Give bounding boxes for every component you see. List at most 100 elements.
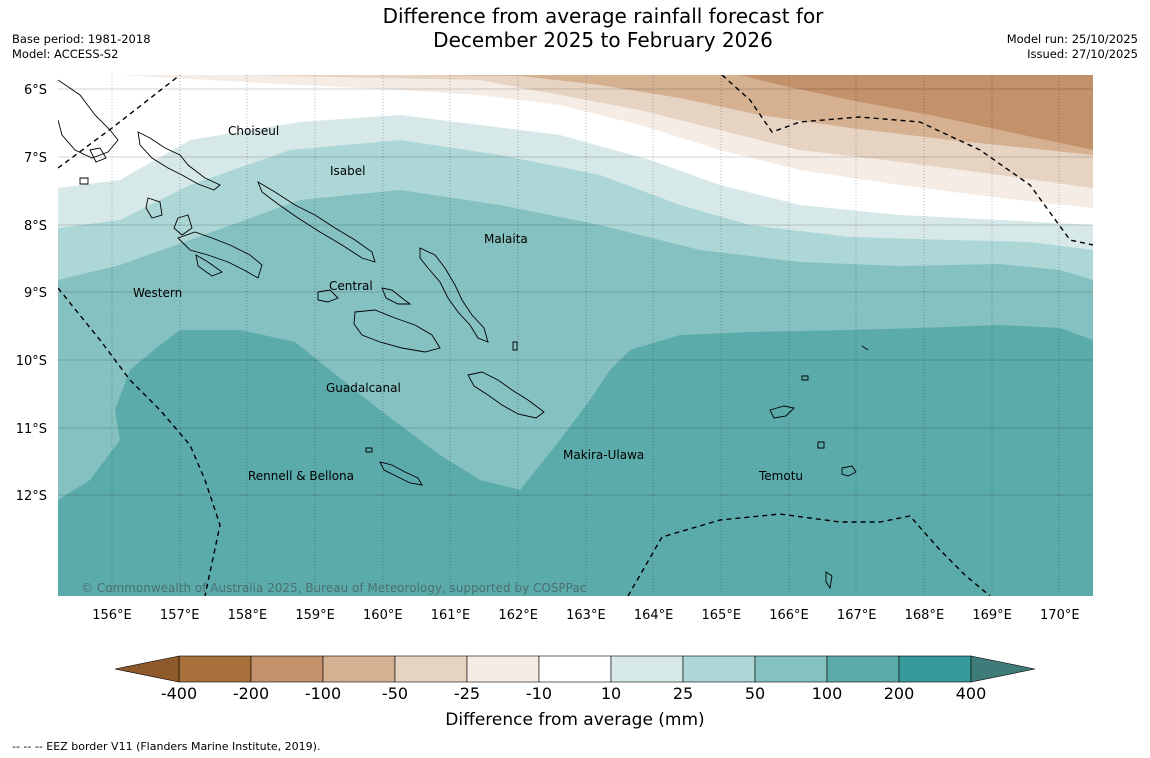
island-treasury [79,177,89,185]
model-run: Model run: 25/10/2025 [1006,32,1138,46]
lon-label: 167°E [837,608,877,623]
copyright: © Commonwealth of Australia 2025, Bureau… [81,581,586,595]
eez-border-north-west [58,75,181,169]
lon-label: 165°E [702,608,742,623]
island-vella-lavella [173,214,193,236]
province-labels: Choiseul Isabel Malaita Western Central … [133,124,803,483]
model-name: Model: ACCESS-S2 [12,47,119,61]
lat-label: 11°S [16,422,47,437]
island-shortlands [89,147,107,163]
colorbar-tick: 10 [601,684,621,703]
island-vanikoro [841,465,857,477]
lat-label: 9°S [24,286,47,301]
island-ulawa [512,341,518,351]
province-label-isabel: Isabel [330,164,365,178]
colorbar-tick: -200 [233,684,269,703]
province-label-rennell-bellona: Rennell & Bellona [248,469,354,483]
chart-title: Difference from average rainfall forecas… [0,4,1150,52]
province-label-malaita: Malaita [484,232,528,246]
lon-label: 160°E [363,608,403,623]
lon-label: 159°E [295,608,335,623]
island-makira [467,371,545,419]
island-bougainville [58,79,119,159]
province-label-western: Western [133,286,182,300]
colorbar-ticks: -400 -200 -100 -50 -25 -10 10 25 50 100 200 400 [161,684,986,703]
lon-label: 163°E [566,608,606,623]
island-santa-cruz [769,405,795,419]
island-utupua [817,441,825,449]
footnote: -- -- -- EEZ border V11 (Flanders Marine… [12,740,321,753]
lon-label: 161°E [431,608,471,623]
island-ranongga [145,197,163,219]
colorbar-extend-high [970,655,1036,683]
eez-border-south [627,513,991,596]
colorbar-swatch [250,655,324,683]
title-line-1: Difference from average rainfall forecas… [382,4,824,28]
lat-label: 6°S [24,83,47,98]
lon-label: 156°E [92,608,132,623]
lon-label: 169°E [972,608,1012,623]
island-russell-islands [381,287,412,305]
lon-label: 157°E [160,608,200,623]
lon-label: 162°E [498,608,538,623]
colorbar-label: Difference from average (mm) [445,710,705,730]
colorbar-swatch [682,655,756,683]
colorbar-extend-low [114,655,180,683]
colorbar-swatch [826,655,900,683]
colorbar-swatch [178,655,252,683]
eez-border-north-east [721,75,1093,246]
lon-label: 164°E [634,608,674,623]
province-label-guadalcanal: Guadalcanal [326,381,401,395]
lon-label: 168°E [905,608,945,623]
colorbar-swatch [538,655,612,683]
colorbar-tick: 50 [745,684,765,703]
lon-label: 166°E [769,608,809,623]
island-duff-islands [861,345,869,351]
province-label-central: Central [329,279,373,293]
base-period: Base period: 1981-2018 [12,32,151,46]
colorbar-swatch [610,655,684,683]
island-new-georgia [177,231,263,279]
zone-100-200 [58,325,1093,596]
latitude-labels: 6°S 7°S 8°S 9°S 10°S 11°S 12°S [16,83,47,504]
island-isabel [257,180,376,263]
island-bellona [365,447,373,453]
colorbar-tick: -50 [382,684,408,703]
island-rennell [379,461,423,486]
colorbar-swatch [466,655,540,683]
header-left-info: Base period: 1981-2018 Model: ACCESS-S2 [12,32,151,62]
title-line-2: December 2025 to February 2026 [433,28,773,52]
lat-label: 12°S [16,489,47,504]
lat-label: 10°S [16,354,47,369]
colorbar-tick: -10 [526,684,552,703]
island-malaita [419,247,489,343]
colorbar-swatch [754,655,828,683]
eez-border-west [58,287,221,596]
province-label-choiseul: Choiseul [228,124,279,138]
colorbar-tick: 400 [956,684,987,703]
map-area: Choiseul Isabel Malaita Western Central … [58,75,1093,596]
province-label-temotu: Temotu [758,469,803,483]
lat-label: 7°S [24,151,47,166]
island-guadalcanal [353,309,441,353]
colorbar-tick: 25 [673,684,693,703]
colorbar-tick: 100 [812,684,843,703]
colorbar-tick: -400 [161,684,197,703]
province-label-makira-ulawa: Makira-Ulawa [563,448,644,462]
colorbar-tick: -100 [305,684,341,703]
colorbar-swatch [898,655,972,683]
island-reef-islands [801,375,809,381]
islands [58,79,869,590]
lat-label: 8°S [24,219,47,234]
lon-label: 170°E [1040,608,1080,623]
lon-label: 158°E [228,608,268,623]
colorbar-tick: 200 [884,684,915,703]
zone-minus-200-minus-100 [740,75,1093,150]
colorbar-tick: -25 [454,684,480,703]
longitude-labels: 156°E 157°E 158°E 159°E 160°E 161°E 162°E 163°E… [92,608,1079,623]
eez-borders [58,75,1093,596]
colorbar-swatch [322,655,396,683]
header-right-info: Model run: 25/10/2025 Issued: 27/10/2025 [1007,32,1138,62]
issued-date: Issued: 27/10/2025 [1027,47,1138,61]
